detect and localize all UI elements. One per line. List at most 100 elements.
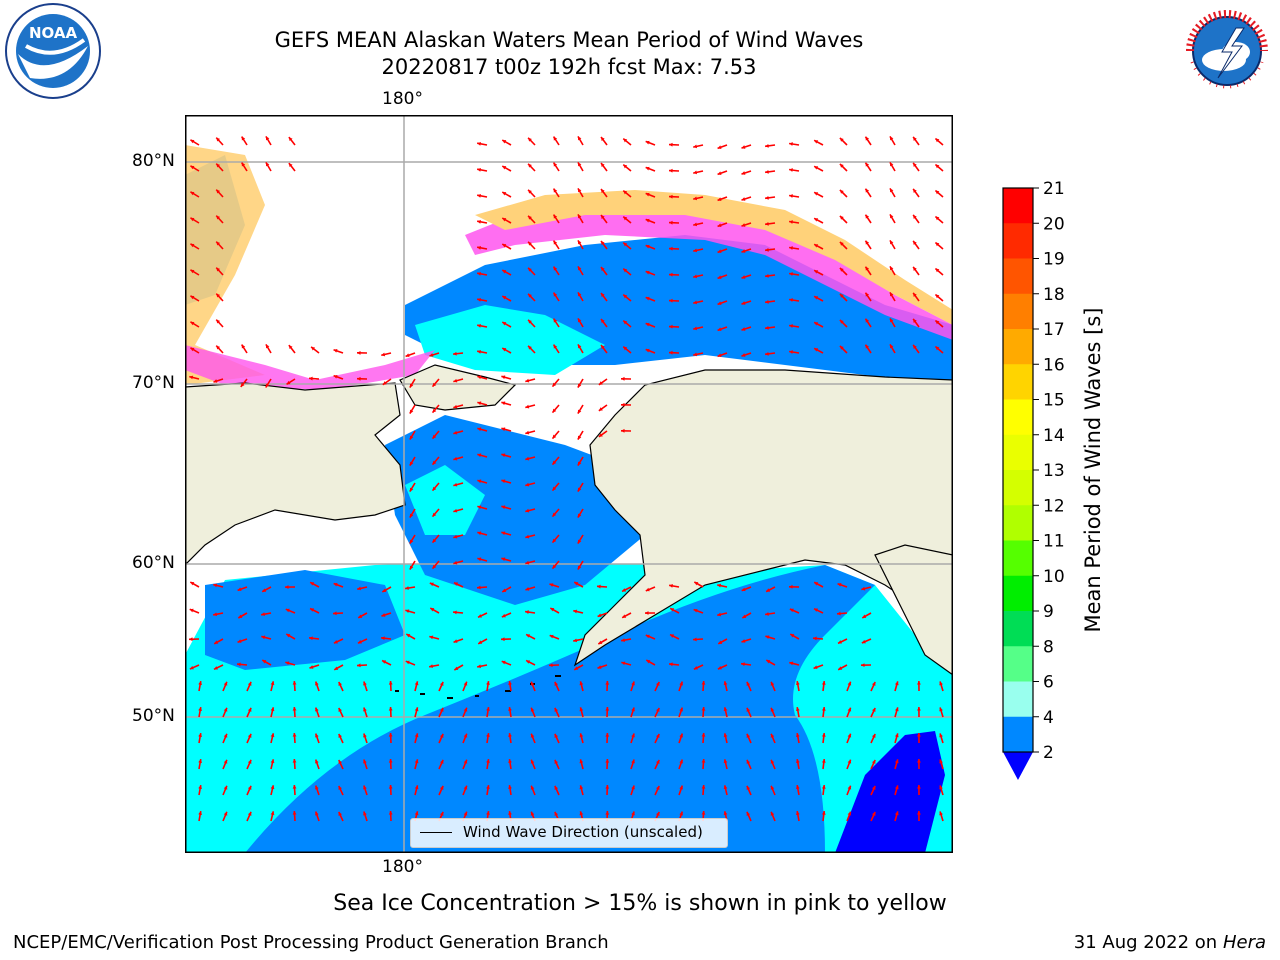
wind-wave-arrowhead (528, 293, 532, 298)
wind-wave-arrowhead (839, 267, 844, 272)
wind-wave-arrowhead (338, 707, 342, 712)
wind-wave-arrowhead (270, 707, 275, 712)
wind-wave-arrowhead (814, 218, 819, 222)
wind-wave-arrowhead (216, 267, 221, 272)
wind-wave-arrowhead (679, 811, 683, 816)
wind-wave-arrowhead (382, 588, 387, 592)
wind-wave-arrowhead (439, 811, 444, 816)
wind-wave-arrowhead (765, 612, 769, 616)
wind-wave-arrowhead (847, 759, 852, 764)
wind-wave-arrowhead (723, 681, 728, 686)
wind-wave-arrowhead (502, 296, 507, 300)
wind-wave-arrowhead (939, 785, 943, 790)
wind-wave-arrowhead (525, 610, 529, 614)
wind-wave-arrowhead (508, 811, 512, 815)
wind-wave-arrowhead (935, 190, 940, 195)
wind-wave-arrowhead (821, 785, 826, 789)
wind-wave-arrowhead (621, 402, 625, 407)
wind-wave-arrowhead (917, 681, 921, 685)
wind-wave-arrowhead (237, 639, 242, 643)
wind-wave-arrowhead (288, 345, 293, 350)
wind-wave-arrowhead (693, 248, 698, 253)
wind-wave-arrowhead (645, 296, 650, 301)
wind-wave-arrowhead (528, 189, 532, 194)
wind-wave-arrowhead (693, 326, 698, 331)
chart-title: GEFS MEAN Alaskan Waters Mean Period of … (274, 28, 864, 52)
wind-wave-arrowhead (717, 301, 722, 305)
wind-wave-arrowhead (333, 639, 338, 644)
wind-wave-arrowhead (765, 247, 769, 252)
wind-wave-arrowhead (847, 707, 852, 712)
wind-wave-arrowhead (847, 811, 852, 816)
colorbar-block (1003, 611, 1033, 647)
wind-wave-arrowhead (770, 681, 775, 686)
wind-wave-arrowhead (477, 585, 481, 590)
wind-wave-arrowhead (622, 614, 627, 618)
wind-wave-arrowhead (577, 487, 582, 492)
wind-wave-arrowhead (917, 733, 921, 737)
wind-wave-arrowhead (723, 733, 728, 738)
wind-wave-arrowhead (453, 404, 458, 409)
wind-wave-arrowhead (525, 430, 530, 435)
wind-wave-arrowhead (577, 240, 582, 245)
wind-wave-arrowhead (502, 244, 507, 248)
wind-wave-arrowhead (338, 733, 342, 738)
wind-wave-arrowhead (669, 142, 673, 147)
wind-wave-arrowhead (463, 733, 468, 738)
wind-wave-arrowhead (502, 166, 507, 170)
wind-wave-arrowhead (241, 344, 246, 349)
wind-wave-arrowhead (216, 163, 221, 168)
wind-wave-direction-arrows (188, 135, 944, 822)
wind-wave-arrowhead (645, 348, 650, 353)
wind-wave-arrowhead (333, 374, 338, 379)
wind-wave-arrowhead (693, 637, 697, 642)
wind-wave-arrowhead (453, 534, 458, 539)
wind-wave-arrowhead (839, 137, 844, 142)
wind-wave-arrowhead (795, 681, 800, 685)
wind-wave-arrowhead (478, 640, 483, 644)
wind-wave-arrowhead (693, 352, 698, 357)
wind-wave-arrowhead (717, 275, 722, 279)
wind-wave-arrowhead (508, 785, 512, 789)
wind-wave-arrowhead (577, 383, 582, 388)
wind-wave-arrowhead (723, 811, 728, 816)
wind-wave-arrowhead (310, 582, 315, 586)
wind-wave-arrowhead (501, 453, 506, 458)
wind-wave-arrowhead (333, 582, 338, 587)
wind-wave-arrowhead (508, 707, 512, 711)
wind-wave-arrowhead (223, 811, 228, 816)
wind-wave-arrowhead (917, 707, 921, 711)
wind-wave-arrowhead (554, 785, 559, 790)
colorbar-block (1003, 646, 1033, 682)
wind-wave-arrowhead (530, 811, 535, 816)
wind-wave-arrowhead (477, 557, 482, 562)
wind-wave-arrowhead (333, 611, 337, 616)
wind-wave-arrowhead (214, 640, 219, 644)
wind-wave-arrowhead (679, 681, 683, 686)
colorbar-label: Mean Period of Wind Waves [s] (1081, 308, 1105, 633)
wind-wave-arrowhead (525, 404, 530, 409)
wind-wave-arrowhead (821, 681, 826, 685)
wind-wave-arrowhead (292, 759, 297, 763)
wind-wave-arrowhead (265, 344, 270, 349)
wind-wave-arrowhead (913, 240, 917, 245)
wind-wave-arrowhead (463, 759, 468, 764)
wind-wave-arrowhead (669, 350, 673, 355)
wind-wave-arrowhead (577, 136, 582, 141)
wind-wave-arrowhead (409, 487, 414, 492)
wind-wave-arrowhead (432, 460, 437, 465)
colorbar-block (1003, 575, 1033, 612)
wind-wave-arrowhead (765, 195, 769, 200)
wind-wave-arrowhead (746, 733, 751, 738)
wind-wave-arrowhead (723, 759, 728, 764)
wind-wave-arrowhead (477, 193, 481, 198)
wind-wave-arrowhead (789, 298, 793, 302)
colorbar-block (1003, 505, 1033, 541)
wind-wave-arrowhead (409, 539, 414, 544)
wind-wave-arrowhead (621, 638, 625, 643)
wind-wave-arrowhead (741, 249, 746, 253)
wind-wave-arrowhead (917, 785, 921, 789)
colorbar-tick-label: 17 (1043, 320, 1065, 340)
wind-wave-arrowhead (717, 171, 722, 175)
wind-wave-arrowhead (789, 324, 793, 328)
